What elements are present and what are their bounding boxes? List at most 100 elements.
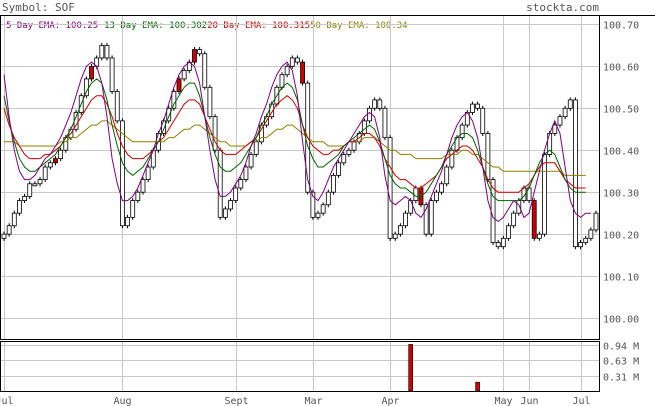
candle-body (397, 225, 403, 235)
legend-ema50-value: 100.34 (375, 21, 408, 31)
candle-body (387, 137, 393, 239)
candle (475, 101, 481, 111)
candle-body (181, 70, 187, 80)
candle (228, 198, 233, 212)
legend-ema5-value: 100.25 (66, 21, 99, 31)
legend-ema13-label: 13 Day EMA: (104, 21, 169, 31)
ema-legend: 5 Day EMA: 100.25 13 Day EMA: 100.30220 D… (6, 21, 408, 31)
candle (444, 164, 450, 187)
candle (300, 59, 305, 86)
candle-body (434, 191, 439, 201)
candle (500, 235, 506, 250)
candle (6, 223, 12, 237)
candle-body (423, 204, 429, 235)
candle (382, 105, 388, 141)
candle (130, 198, 136, 220)
candle (315, 210, 321, 220)
candle-body (536, 233, 542, 239)
candle (222, 206, 228, 220)
candle-body (284, 65, 290, 76)
candle (495, 240, 501, 250)
candle-body (145, 166, 151, 180)
candle (114, 88, 120, 124)
candle-body (588, 229, 594, 239)
candle (135, 189, 141, 204)
candle-body (253, 141, 259, 155)
date-tick-label: Jul (572, 396, 590, 406)
volume-tick-label: 0.63 M (603, 357, 639, 368)
candle-body (495, 242, 501, 248)
candle-body (439, 183, 444, 193)
candle-body (248, 154, 254, 168)
candle-body (1, 233, 7, 239)
candle (202, 51, 208, 90)
price-tick-label: 100.60 (603, 63, 639, 74)
candle (567, 97, 573, 111)
candle-body (32, 183, 38, 187)
legend-ema5-label: 5 Day EMA: (6, 21, 66, 31)
candle-body (233, 187, 239, 201)
candle-body (99, 44, 105, 59)
date-tick-label: Aug (113, 396, 131, 406)
candle-body (27, 183, 33, 197)
candle-body (228, 200, 233, 210)
candle (176, 76, 182, 95)
price-axis: 100.70 100.60 100.50 100.40 100.30 100.20 100.… (603, 21, 639, 326)
candle-body (583, 237, 589, 243)
candle (397, 223, 403, 237)
candle-body (217, 149, 223, 218)
candle-body (58, 149, 64, 160)
candle-body (104, 44, 110, 59)
candle (284, 63, 290, 78)
candle (485, 130, 491, 183)
price-tick-label: 100.20 (603, 231, 639, 242)
candle-body (243, 166, 249, 180)
candle (37, 177, 43, 187)
candle-body (207, 86, 213, 118)
candle-body (289, 57, 295, 67)
candle (588, 227, 594, 241)
candle (439, 181, 444, 195)
candle (47, 160, 53, 170)
price-tick-label: 100.00 (603, 315, 639, 326)
candle-body (37, 179, 43, 185)
volume-bars (408, 344, 480, 392)
candle (392, 231, 398, 241)
date-tick-label: Sept (224, 396, 248, 406)
candle-body (83, 78, 89, 97)
candle-body (567, 99, 573, 109)
candle-body (238, 179, 244, 189)
price-tick-label: 100.70 (603, 21, 639, 32)
price-tick-label: 100.40 (603, 147, 639, 158)
legend-ema50-label: 50 Day EMA: (310, 21, 375, 31)
candle (192, 47, 197, 65)
candle-body (135, 191, 141, 201)
candle (104, 42, 110, 61)
candle (583, 235, 589, 246)
candle-body (578, 242, 583, 248)
candle (217, 147, 223, 220)
candle-body (377, 99, 383, 109)
date-tick-label: Mar (304, 396, 322, 406)
candle (531, 198, 537, 241)
candle-body (403, 212, 408, 227)
ema13-line (3, 78, 586, 202)
date-tick-label: Apr (381, 396, 399, 406)
candle-body (114, 91, 120, 122)
candle-body (300, 61, 305, 84)
candle-body (47, 162, 53, 168)
candle-body (346, 149, 352, 155)
volume-panel-frame (0, 341, 600, 392)
candle-body (392, 233, 398, 239)
candle-body (192, 49, 197, 63)
candle-body (140, 179, 146, 193)
candle-body (130, 200, 136, 218)
candle (434, 189, 439, 204)
candle (1, 231, 7, 241)
candle (32, 181, 38, 187)
candle (325, 189, 331, 208)
candle (289, 55, 295, 69)
candle (320, 202, 326, 216)
candle (243, 164, 249, 183)
candle-body (459, 124, 465, 139)
